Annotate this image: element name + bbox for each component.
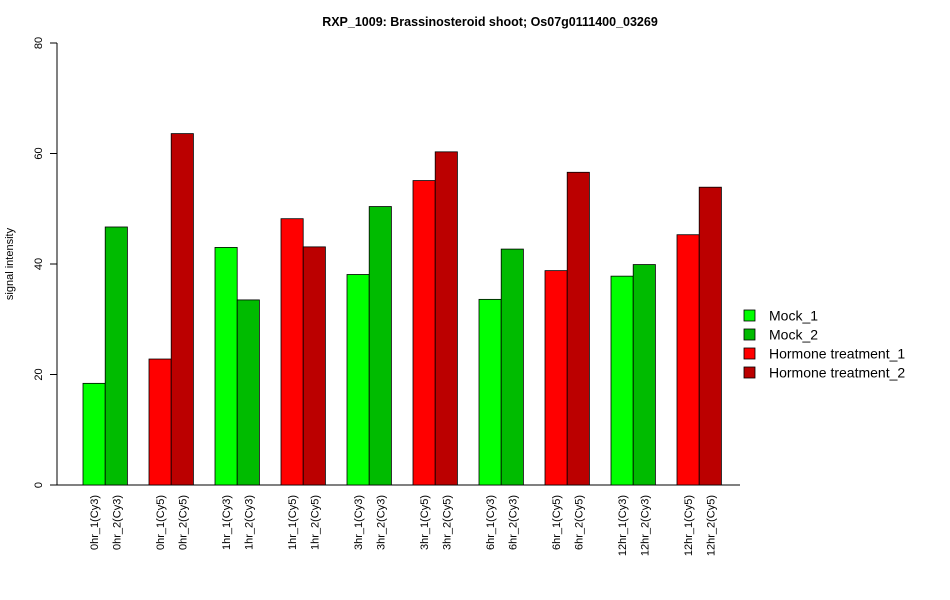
bar <box>170 133 194 486</box>
y-tick-label: 40 <box>33 258 45 270</box>
category-label: 6hr_2(Cy5) <box>573 495 585 550</box>
bar <box>544 270 568 486</box>
bar <box>346 274 370 486</box>
bar <box>676 234 700 486</box>
category-label: 12hr_1(Cy3) <box>617 495 629 556</box>
legend-swatch <box>743 347 756 360</box>
bar <box>610 275 634 486</box>
y-tick-label: 80 <box>33 37 45 49</box>
bar <box>500 248 524 486</box>
legend-label: Mock_2 <box>769 327 818 343</box>
category-label: 12hr_1(Cy5) <box>683 495 695 556</box>
bar <box>148 358 172 486</box>
bar <box>368 206 392 486</box>
bar <box>302 246 326 486</box>
category-label: 6hr_1(Cy3) <box>485 495 497 550</box>
bar <box>566 171 590 486</box>
legend-swatch <box>743 309 756 322</box>
bar <box>280 218 304 486</box>
bar <box>632 264 656 486</box>
category-label: 1hr_1(Cy5) <box>287 495 299 550</box>
category-label: 0hr_2(Cy5) <box>177 495 189 550</box>
chart-title: RXP_1009: Brassinosteroid shoot; Os07g01… <box>322 15 658 29</box>
category-label: 1hr_2(Cy5) <box>309 495 321 550</box>
bar <box>104 226 128 486</box>
category-label: 12hr_2(Cy3) <box>639 495 651 556</box>
bar <box>698 186 722 486</box>
category-label: 0hr_1(Cy5) <box>155 495 167 550</box>
category-labels: 0hr_1(Cy3) 0hr_2(Cy3) 0hr_1(Cy5) 0hr_2(Cy5)… <box>89 495 717 556</box>
legend-swatch <box>743 328 756 341</box>
category-label: 1hr_2(Cy3) <box>243 495 255 550</box>
legend-swatch <box>743 366 756 379</box>
category-label: 3hr_2(Cy5) <box>441 495 453 550</box>
category-label: 6hr_2(Cy3) <box>507 495 519 550</box>
bar <box>82 382 106 486</box>
category-label: 0hr_1(Cy3) <box>89 495 101 550</box>
category-label: 3hr_1(Cy3) <box>353 495 365 550</box>
y-axis-ticks: 0 20 40 60 80 <box>33 37 57 488</box>
legend: Mock_1 Mock_2 Hormone treatment_1 Hormone t… <box>743 308 905 381</box>
category-label: 3hr_2(Cy3) <box>375 495 387 550</box>
bar <box>236 299 260 486</box>
category-label: 6hr_1(Cy5) <box>551 495 563 550</box>
y-tick-label: 20 <box>33 368 45 380</box>
bars-group <box>82 133 722 486</box>
category-label: 0hr_2(Cy3) <box>111 495 123 550</box>
category-label: 1hr_1(Cy3) <box>221 495 233 550</box>
bar <box>434 151 458 486</box>
bar <box>412 180 436 486</box>
y-tick-label: 0 <box>33 482 45 488</box>
category-label: 12hr_2(Cy5) <box>705 495 717 556</box>
legend-label: Mock_1 <box>769 308 818 324</box>
y-tick-label: 60 <box>33 147 45 159</box>
y-axis-label: signal intensity <box>4 227 16 300</box>
category-label: 3hr_1(Cy5) <box>419 495 431 550</box>
legend-label: Hormone treatment_2 <box>769 365 905 381</box>
bar <box>478 298 502 486</box>
bar <box>214 247 238 486</box>
legend-label: Hormone treatment_1 <box>769 346 905 362</box>
